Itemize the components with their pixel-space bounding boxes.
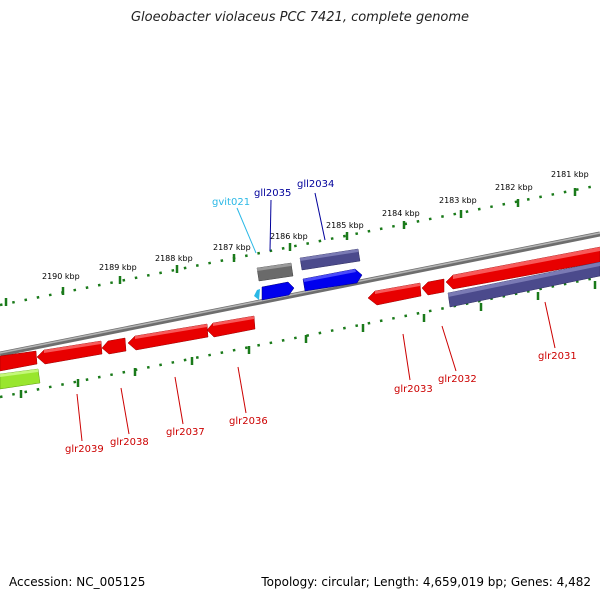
gene-highlight <box>257 263 291 271</box>
ruler-label-2186: 2186 kbp <box>270 232 308 241</box>
leader-glr2033 <box>402 333 411 381</box>
reverse-strand-features <box>0 246 600 390</box>
ruler-label-2183: 2183 kbp <box>439 196 477 205</box>
outer-ruler-line <box>0 183 600 307</box>
ruler-label-2190: 2190 kbp <box>42 272 80 281</box>
accession-text: Accession: NC_005125 <box>9 575 146 589</box>
inner-ruler-ticks <box>19 281 597 398</box>
outer-ruler-ticks <box>4 188 577 306</box>
label-gvit021[interactable]: gvit021 <box>212 197 250 208</box>
gene-highlight <box>135 324 207 339</box>
gene-highlight <box>300 249 358 261</box>
gene-glr2036[interactable] <box>206 315 256 338</box>
gene-glr2038[interactable] <box>101 337 127 355</box>
ruler-label-2187: 2187 kbp <box>213 243 251 252</box>
leader-gll2035 <box>269 199 272 252</box>
label-leader-lines <box>76 192 556 442</box>
gene-highlight <box>303 269 356 282</box>
ruler-label-2182: 2182 kbp <box>495 183 533 192</box>
label-glr2038[interactable]: glr2038 <box>110 437 149 448</box>
ruler-label-2188: 2188 kbp <box>155 254 193 263</box>
genome-backbone <box>0 231 600 357</box>
genome-backbone-highlight <box>0 232 600 354</box>
gene-highlight <box>375 283 420 294</box>
gene-highlight <box>0 369 38 377</box>
leader-glr2032 <box>441 325 457 372</box>
gene-glr2032[interactable] <box>421 278 445 296</box>
map-title: Gloeobacter violaceus PCC 7421, complete… <box>130 10 470 25</box>
gene-highlight <box>44 341 101 353</box>
gene-gvit021[interactable] <box>254 289 260 300</box>
ruler-label-2181: 2181 kbp <box>551 170 589 179</box>
forward-gene-labels: gll2034 gll2035 gvit021 <box>212 179 334 208</box>
ruler-labels: 2181 kbp 2182 kbp 2183 kbp 2184 kbp 2185… <box>42 170 589 281</box>
label-gll2035[interactable]: gll2035 <box>254 188 291 199</box>
label-glr2037[interactable]: glr2037 <box>166 427 205 438</box>
label-glr2036[interactable]: glr2036 <box>229 416 268 427</box>
gene-highlight <box>213 316 254 326</box>
gene-gll2034[interactable] <box>299 248 361 271</box>
leader-gvit021 <box>236 207 257 254</box>
gene-highlight <box>448 262 600 297</box>
ruler-label-2184: 2184 kbp <box>382 209 420 218</box>
gene-blue-forward[interactable] <box>302 268 363 292</box>
label-glr2031[interactable]: glr2031 <box>538 351 577 362</box>
inner-ruler-line <box>0 275 600 399</box>
label-glr2039[interactable]: glr2039 <box>65 444 104 455</box>
leader-glr2038 <box>120 387 130 435</box>
ruler-label-2189: 2189 kbp <box>99 263 137 272</box>
leader-gll2034 <box>314 192 326 241</box>
topology-text: Topology: circular; Length: 4,659,019 bp… <box>261 575 591 589</box>
ruler-label-2185: 2185 kbp <box>326 221 364 230</box>
label-glr2033[interactable]: glr2033 <box>394 384 433 395</box>
gene-red-left-edge[interactable] <box>0 350 38 372</box>
label-glr2032[interactable]: glr2032 <box>438 374 477 385</box>
leader-glr2031 <box>544 301 556 349</box>
forward-strand-features <box>254 248 363 301</box>
reverse-gene-labels: glr2031 glr2032 glr2033 glr2036 glr2037 … <box>65 351 577 455</box>
leader-glr2039 <box>76 393 83 442</box>
gene-blue-small[interactable] <box>261 281 295 301</box>
gene-highlight <box>453 247 600 279</box>
leader-glr2036 <box>237 366 247 414</box>
label-gll2034[interactable]: gll2034 <box>297 179 334 190</box>
leader-glr2037 <box>174 376 184 425</box>
